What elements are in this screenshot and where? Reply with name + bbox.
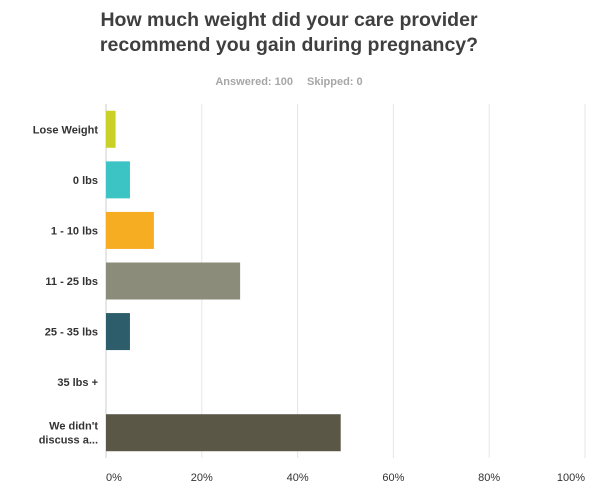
x-tick-label: 40% (287, 472, 309, 484)
chart-title-line-1: How much weight did your care provider (100, 9, 478, 31)
category-label: 1 - 10 lbs (51, 225, 98, 237)
category-label: 0 lbs (73, 175, 98, 187)
category-label: Lose Weight (33, 124, 99, 136)
category-label: We didn't (49, 421, 98, 433)
chart-title-line-2: recommend you gain during pregnancy? (99, 34, 479, 56)
response-summary: Answered: 100 Skipped: 0 (0, 76, 578, 88)
x-tick-label: 60% (382, 472, 404, 484)
answered-count: Answered: 100 (215, 76, 294, 88)
chart-title: How much weight did your care provider r… (0, 8, 578, 58)
skipped-count: Skipped: 0 (307, 76, 363, 88)
category-label: 25 - 35 lbs (45, 327, 98, 339)
bar[interactable] (106, 161, 130, 199)
bar[interactable] (106, 110, 116, 148)
bar[interactable] (106, 313, 130, 351)
x-tick-label: 0% (106, 472, 122, 484)
x-tick-label: 80% (478, 472, 500, 484)
category-label: discuss a... (39, 435, 98, 447)
x-tick-label: 20% (191, 472, 213, 484)
bar[interactable] (106, 414, 341, 452)
bar[interactable] (106, 211, 154, 249)
category-label: 11 - 25 lbs (45, 276, 98, 288)
x-tick-label: 100% (557, 472, 585, 484)
category-label: 35 lbs + (57, 377, 98, 389)
bar[interactable] (106, 262, 241, 300)
